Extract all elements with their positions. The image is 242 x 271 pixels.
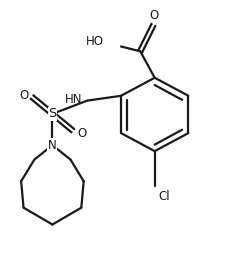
Text: HO: HO bbox=[86, 35, 104, 48]
Text: Cl: Cl bbox=[159, 190, 170, 203]
Text: HN: HN bbox=[65, 93, 83, 106]
Text: N: N bbox=[48, 139, 57, 151]
Text: O: O bbox=[19, 89, 28, 102]
Text: O: O bbox=[78, 127, 87, 140]
Text: S: S bbox=[48, 107, 57, 120]
Text: O: O bbox=[149, 9, 159, 22]
